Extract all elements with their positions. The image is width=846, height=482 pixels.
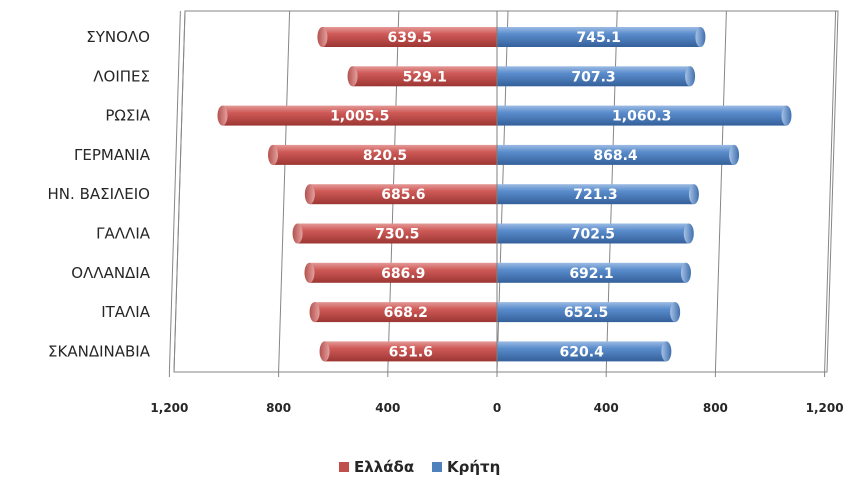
data-label-greece: 668.2 [384, 305, 428, 321]
bar-greece-cap [309, 302, 320, 323]
category-label: ΡΩΣΙΑ [105, 107, 150, 125]
x-tick-label: 800 [266, 401, 291, 415]
plot-left-depth [173, 10, 186, 373]
data-label-greece: 639.5 [388, 30, 432, 46]
data-label-greece: 686.9 [381, 266, 425, 282]
bar-greece [314, 302, 497, 323]
legend-swatch-crete [432, 462, 442, 472]
bar-crete [497, 144, 735, 165]
data-label-crete: 692.1 [569, 266, 613, 282]
legend-label-crete: Κρήτη [447, 458, 500, 476]
gridline [714, 10, 727, 373]
bar-greece-cap [268, 144, 279, 165]
category-label: ΣΥΝΟΛΟ [86, 28, 150, 46]
x-tick-label: 1,200 [150, 401, 188, 415]
bar-crete [497, 184, 694, 205]
data-label-crete: 707.3 [571, 69, 615, 85]
data-label-greece: 730.5 [375, 227, 419, 243]
legend-item-crete[interactable]: Κρήτη [432, 458, 500, 476]
bar-greece [309, 184, 497, 205]
x-tick-label: 0 [493, 401, 501, 415]
bar-crete-cap [670, 302, 681, 323]
category-label: ΣΚΑΝΔΙΝΑΒΙΑ [48, 342, 151, 360]
legend: Ελλάδα Κρήτη [339, 458, 500, 476]
bar-crete [497, 302, 676, 323]
bar-crete [497, 27, 701, 47]
bar-crete [497, 105, 787, 126]
category-label: ΓΕΡΜΑΝΙΑ [74, 146, 151, 164]
bar-crete-cap [661, 341, 672, 362]
x-tick-label: 400 [375, 401, 400, 415]
bar-greece [352, 66, 497, 87]
bar-greece [297, 223, 497, 244]
bar-greece-cap [217, 105, 228, 126]
bar-crete-cap [688, 184, 699, 205]
data-label-crete: 620.4 [560, 344, 605, 360]
bar-crete [497, 66, 691, 87]
bar-greece [273, 144, 497, 165]
x-tick-label: 800 [703, 401, 728, 415]
bar-greece-cap [292, 223, 303, 244]
legend-swatch-greece [339, 462, 349, 472]
data-label-crete: 745.1 [577, 30, 621, 46]
data-label-greece: 1,005.5 [330, 109, 389, 125]
data-label-greece: 685.6 [381, 187, 425, 203]
data-label-greece: 631.6 [389, 344, 433, 360]
data-label-greece: 529.1 [403, 69, 447, 85]
bar-greece-cap [304, 262, 315, 283]
bar-crete-cap [781, 105, 792, 126]
data-label-crete: 702.5 [571, 227, 615, 243]
legend-item-greece[interactable]: Ελλάδα [339, 458, 414, 476]
data-label-crete: 868.4 [593, 148, 638, 164]
category-label: ΛΟΙΠΕΣ [93, 67, 150, 85]
bar-crete [497, 341, 667, 362]
bar-greece [222, 105, 497, 126]
bar-greece-cap [347, 66, 358, 87]
x-tick-label: 1,200 [806, 401, 844, 415]
bar-crete [497, 223, 689, 244]
bar-crete-cap [729, 144, 740, 165]
bar-crete-cap [695, 27, 706, 47]
category-label: ΗΝ. ΒΑΣΙΛΕΙΟ [48, 185, 150, 203]
bar-greece [309, 262, 497, 283]
category-label: ΙΤΑΛΙΑ [101, 303, 151, 321]
x-tick-label: 400 [594, 401, 619, 415]
category-label: ΓΑΛΛΙΑ [96, 225, 151, 243]
data-label-crete: 652.5 [564, 305, 608, 321]
gridline [168, 10, 181, 373]
bar-greece-cap [304, 184, 315, 205]
category-label: ΟΛΛΑΝΔΙΑ [71, 264, 150, 282]
data-label-crete: 721.3 [573, 187, 617, 203]
gridline [824, 10, 837, 373]
gridline [278, 10, 291, 373]
data-label-greece: 820.5 [363, 148, 407, 164]
bar-crete [497, 262, 686, 283]
bars: 639.5 745.1 529.1 707.3 1,005.5 1,060.3 820.5 8… [217, 11, 792, 372]
data-label-crete: 1,060.3 [612, 109, 671, 125]
x-axis: 1,200 800 400 0 400 800 1,200 [150, 372, 844, 415]
bar-greece-cap [317, 27, 328, 47]
bar-crete-cap [683, 223, 694, 244]
legend-label-greece: Ελλάδα [354, 458, 414, 476]
bar-crete-cap [685, 66, 696, 87]
category-axis: ΣΥΝΟΛΟ ΛΟΙΠΕΣ ΡΩΣΙΑ ΓΕΡΜΑΝΙΑ ΗΝ. ΒΑΣΙΛΕΙΟ ΓΑΛ… [48, 28, 151, 360]
bar-crete-cap [680, 262, 691, 283]
bar-greece [322, 27, 497, 47]
bar-greece [324, 341, 497, 362]
bar-greece-cap [319, 341, 330, 362]
